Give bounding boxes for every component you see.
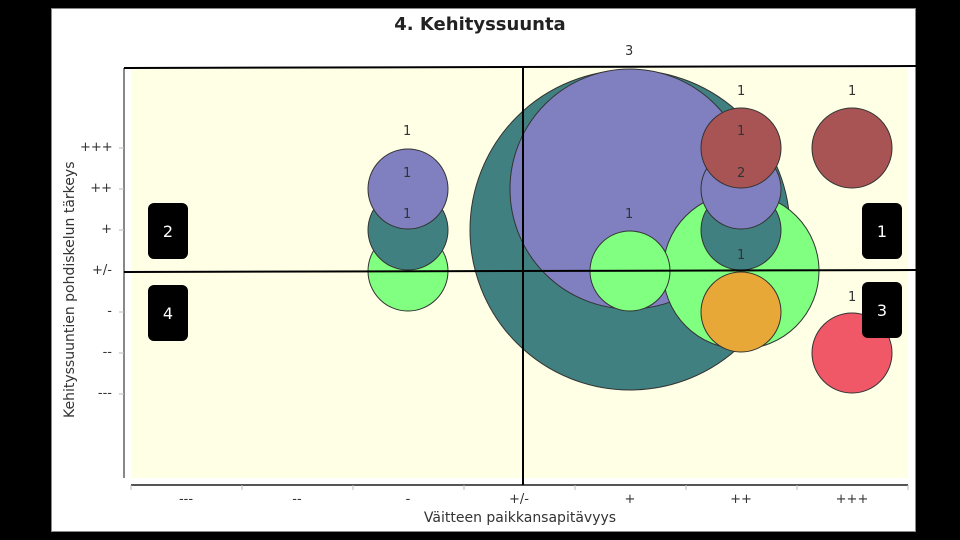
y-tick: --- (97, 386, 112, 401)
x-tick: +++ (835, 492, 869, 507)
y-tick: ++ (90, 181, 112, 196)
x-tick: +/- (509, 492, 529, 507)
quadrant-3-badge: 3 (862, 282, 902, 338)
count-label: 2 (737, 166, 746, 181)
y-tick: + (101, 222, 112, 237)
count-label: 1 (737, 248, 746, 263)
bubble-purple-minus (367, 148, 449, 230)
quadrant-4-badge: 4 (148, 285, 188, 341)
quadrant-1-badge: 1 (862, 203, 902, 259)
top-border-line (123, 65, 917, 69)
y-tick: -- (102, 345, 112, 360)
x-axis-label: Väitteen paikkansapitävyys (423, 510, 617, 526)
y-axis-label: Kehityssuuntien pohdiskelun tärkeys (62, 161, 78, 418)
count-label: 1 (625, 207, 634, 222)
bubble-orange-plusplus (700, 271, 782, 353)
y-tick: +/- (92, 263, 112, 278)
x-tick: --- (178, 492, 194, 507)
count-label: 1 (737, 124, 746, 139)
y-tick: - (107, 304, 112, 319)
chart-title: 4. Kehityssuunta (394, 14, 566, 35)
x-tick: -- (292, 492, 302, 507)
bubble-red-plusplusplus (811, 107, 893, 189)
x-tick: - (405, 492, 411, 507)
count-label: 1 (403, 166, 412, 181)
quadrant-2-badge: 2 (148, 203, 188, 259)
y-tick: +++ (80, 140, 113, 155)
count-label: 1 (848, 84, 857, 99)
x-tick: ++ (730, 492, 752, 507)
count-label: 1 (403, 207, 412, 222)
horizontal-divider (123, 269, 917, 273)
x-tick: + (624, 492, 636, 507)
count-label: 1 (737, 84, 746, 99)
count-label: 1 (403, 124, 412, 139)
count-label: 1 (848, 290, 857, 305)
count-label: 3 (625, 44, 634, 59)
bubble-red-plusplus (700, 107, 782, 189)
